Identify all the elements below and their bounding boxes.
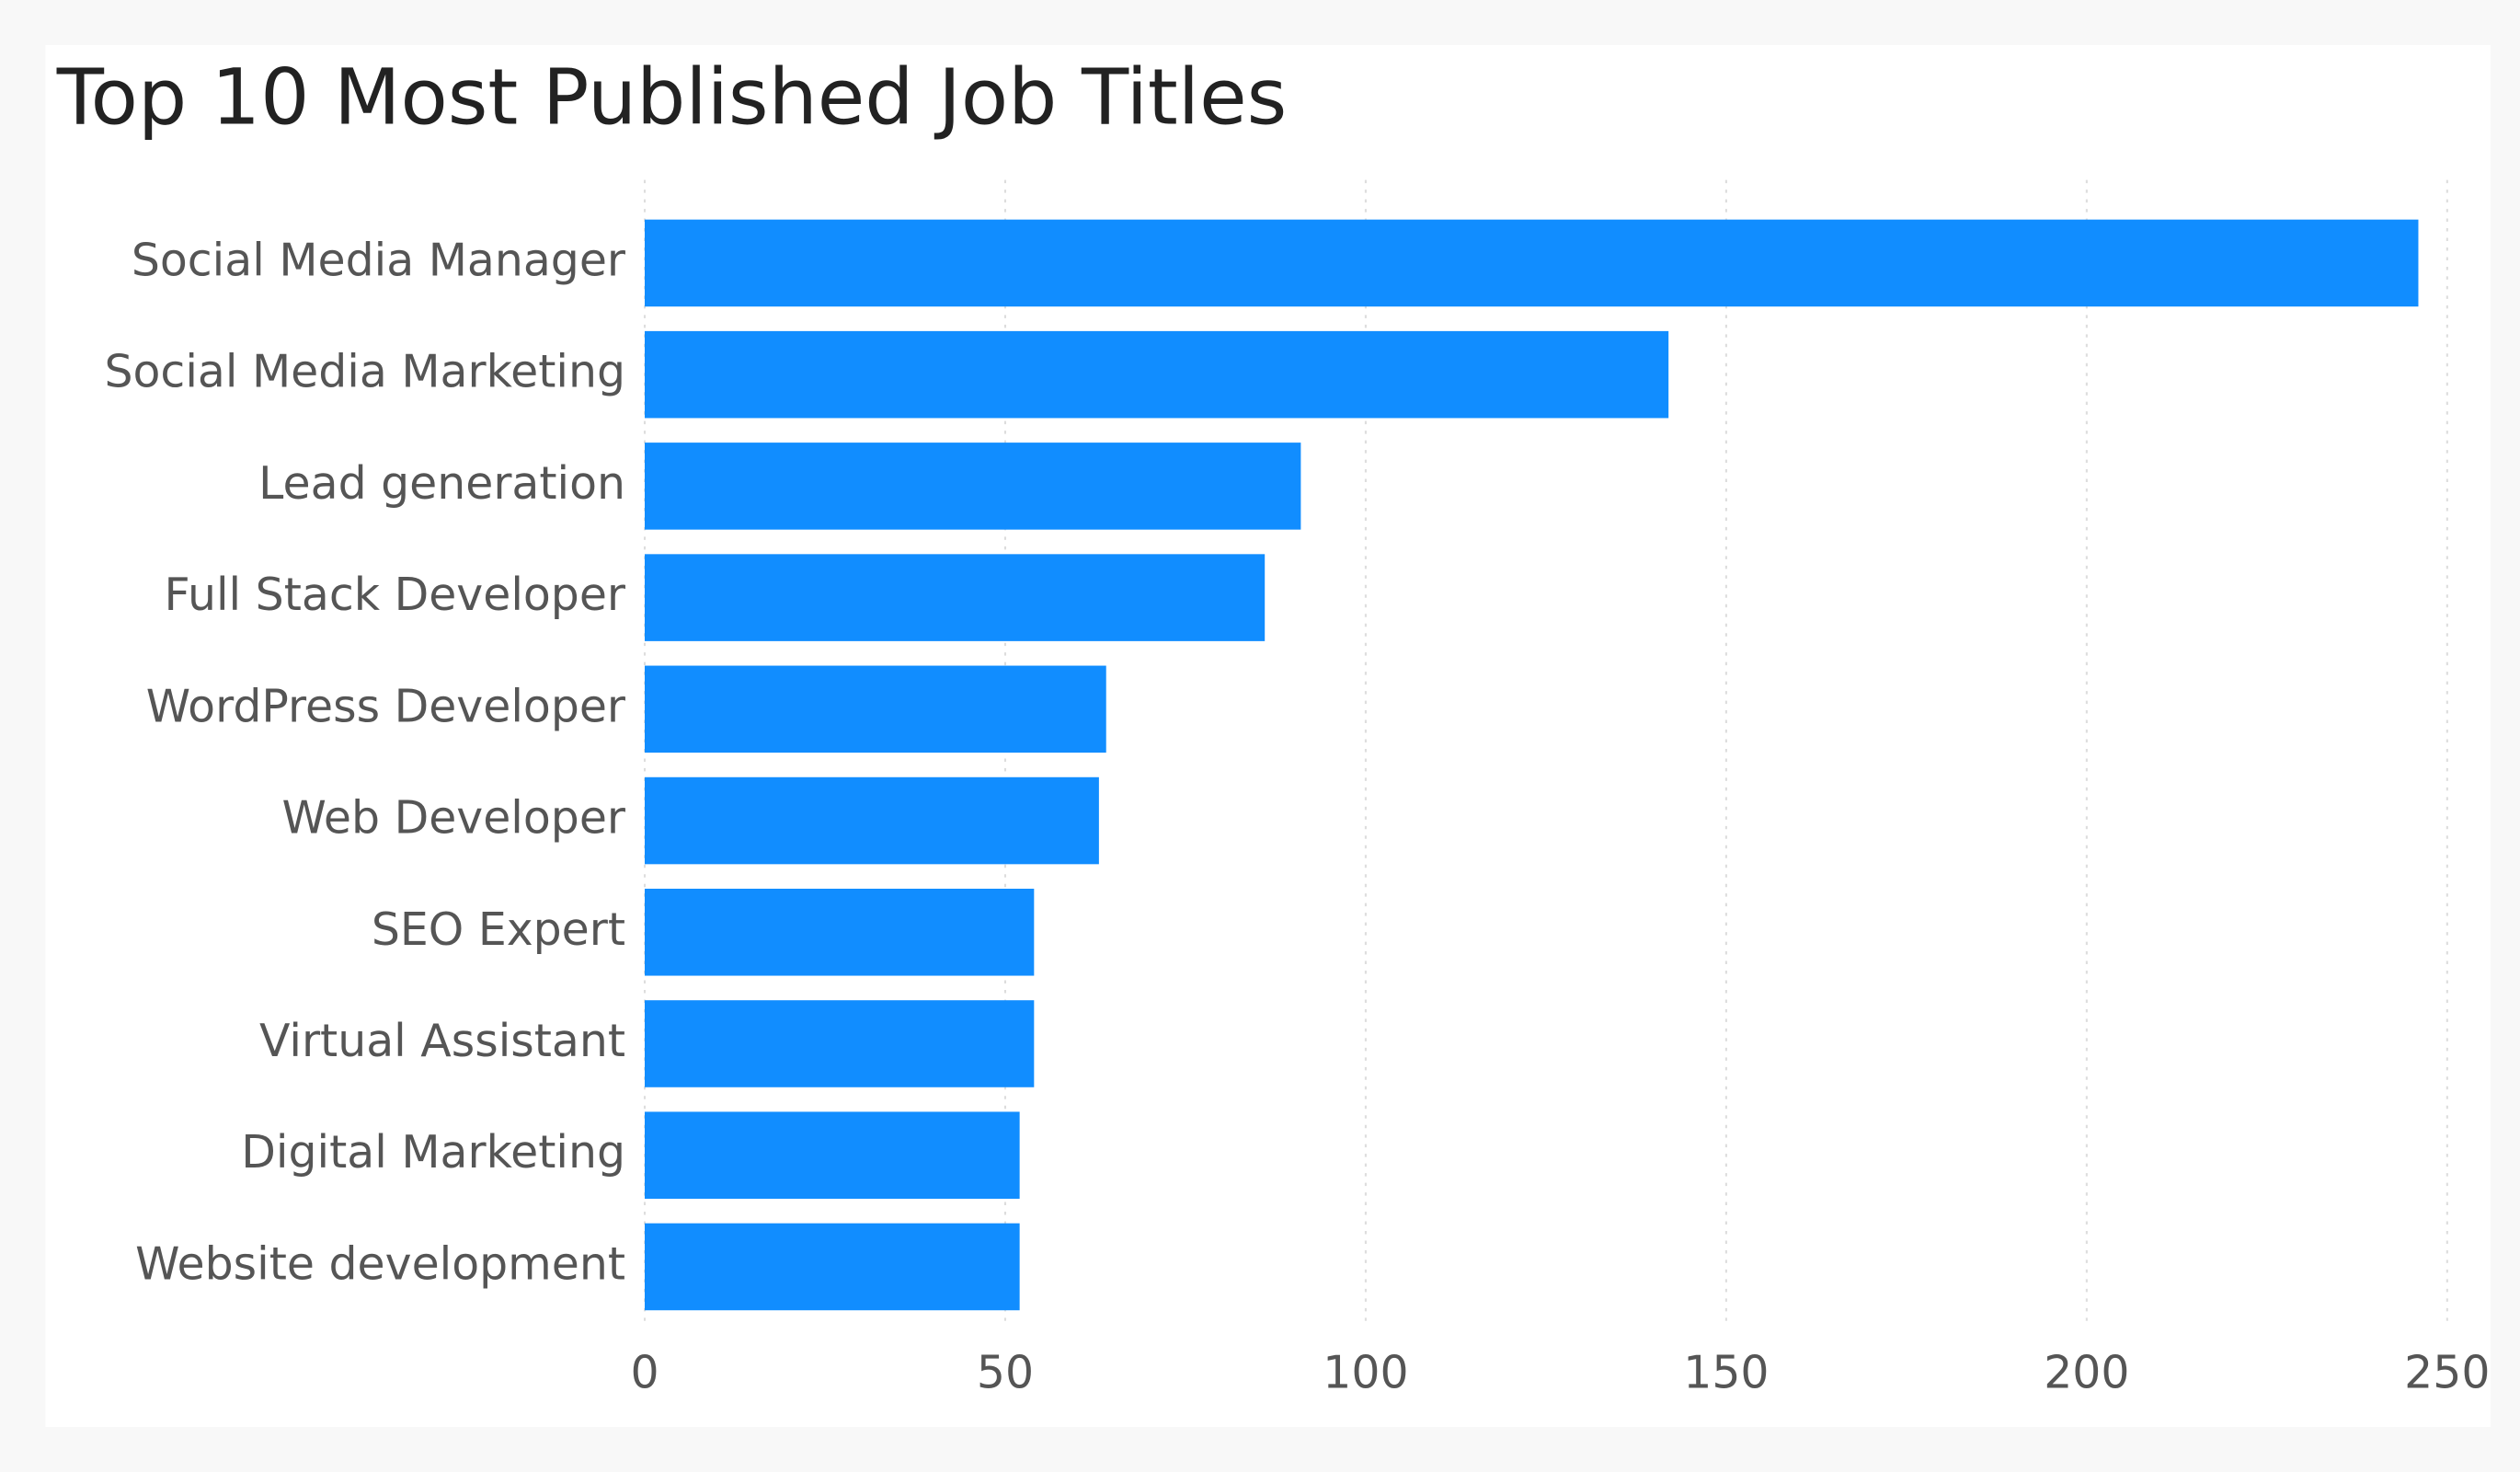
y-tick-label: Social Media Marketing [104,346,625,398]
y-tick-label: Website development [135,1237,625,1290]
y-tick-label: Full Stack Developer [165,569,626,621]
y-tick-label: Virtual Assistant [259,1015,625,1067]
y-tick-label: Digital Marketing [241,1126,625,1179]
x-tick-label: 0 [630,1347,659,1399]
bar [645,443,1301,530]
bar [645,1111,1020,1199]
x-tick-label: 50 [977,1347,1034,1399]
bar [645,1223,1020,1311]
bar [645,219,2419,307]
y-tick-label: WordPress Developer [146,680,626,732]
bar [645,554,1266,641]
bar [645,665,1106,753]
y-tick-label: Web Developer [281,792,625,845]
bar [645,776,1099,865]
bar [645,1000,1035,1087]
chart-title: Top 10 Most Published Job Titles [56,52,1288,143]
x-tick-label: 100 [1323,1347,1408,1399]
x-tick-label: 200 [2044,1347,2129,1399]
y-tick-label: SEO Expert [372,903,625,956]
x-tick-label: 250 [2404,1347,2490,1399]
bar [645,888,1035,976]
y-tick-label: Lead generation [258,457,625,510]
y-tick-label: Social Media Manager [132,234,626,286]
x-tick-label: 150 [1683,1347,1769,1399]
bar [645,330,1669,419]
